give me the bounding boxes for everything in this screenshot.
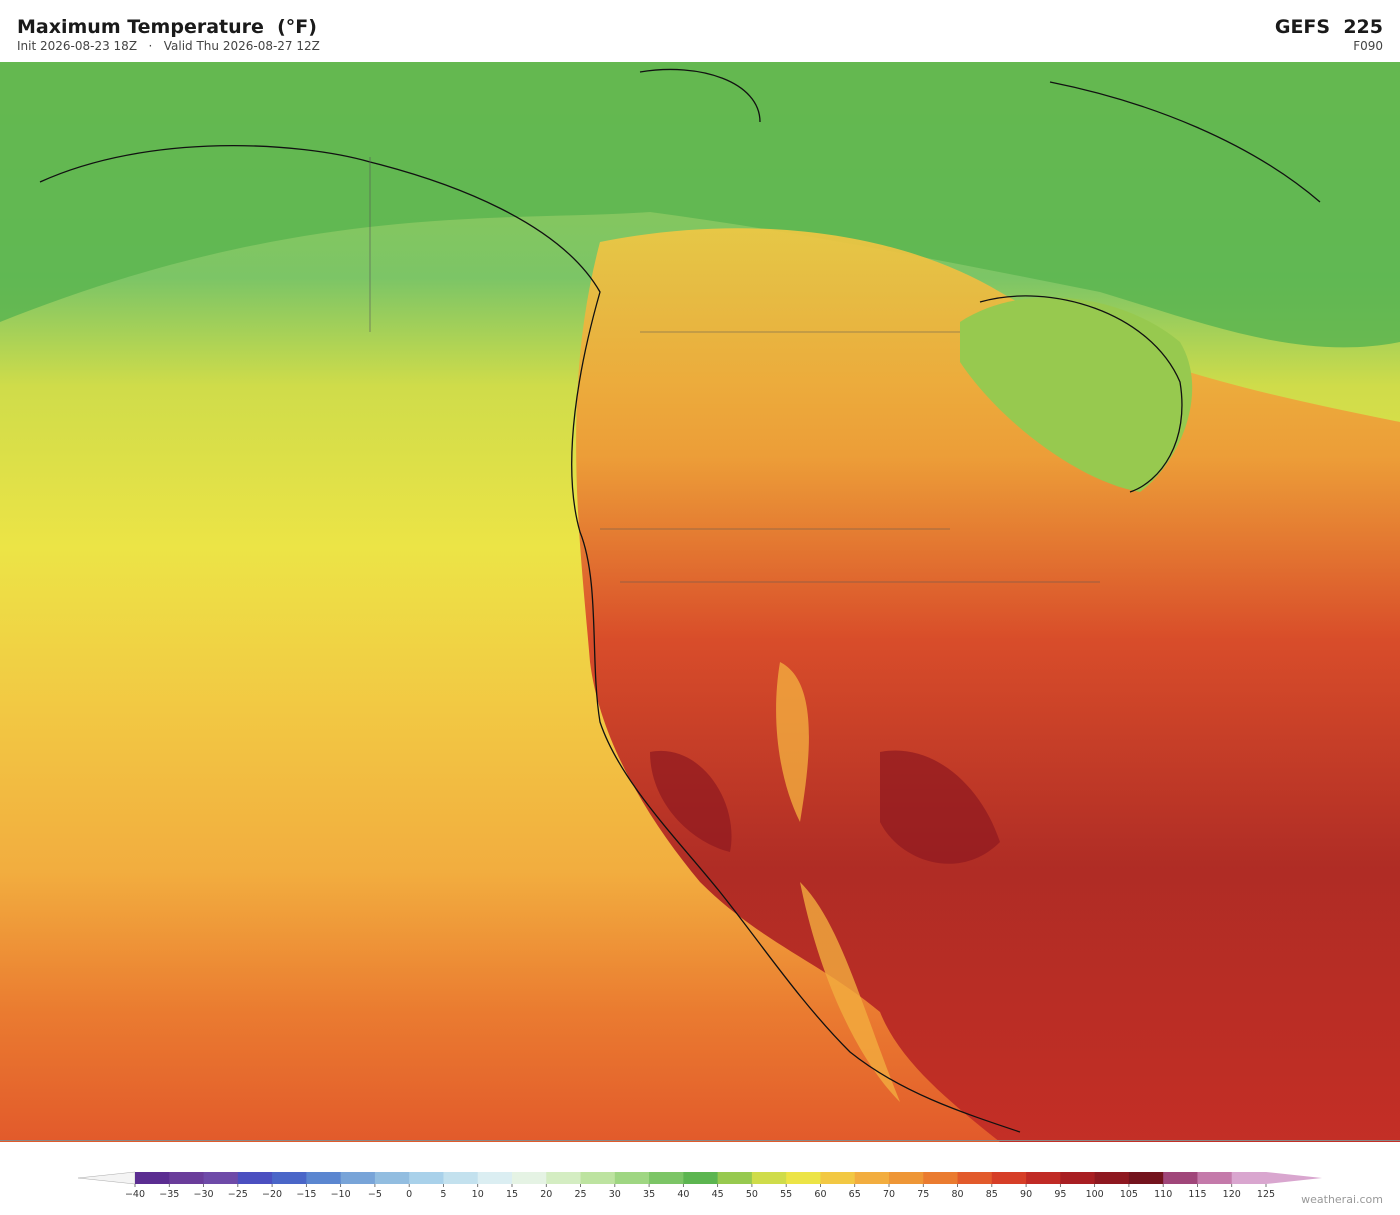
color-segment <box>889 1172 924 1184</box>
color-segment <box>169 1172 205 1184</box>
color-segment <box>854 1172 890 1184</box>
color-segment <box>820 1172 856 1184</box>
color-segment <box>546 1172 582 1184</box>
color-segment <box>786 1172 821 1184</box>
over-triangle <box>1266 1172 1322 1184</box>
tick-label: −10 <box>331 1189 351 1200</box>
tick-label: −5 <box>368 1189 382 1200</box>
color-segment <box>203 1172 239 1184</box>
tick-label: 80 <box>951 1189 963 1200</box>
tick-label: 30 <box>609 1189 621 1200</box>
tick-label: 95 <box>1054 1189 1066 1200</box>
tick-label: 5 <box>440 1189 446 1200</box>
color-segment <box>957 1172 993 1184</box>
map-border <box>0 1140 1400 1141</box>
tick-label: 85 <box>986 1189 998 1200</box>
color-segment <box>409 1172 444 1184</box>
tick-label: 120 <box>1223 1189 1241 1200</box>
color-segment <box>683 1172 719 1184</box>
color-segment <box>1231 1172 1267 1184</box>
color-segment <box>1026 1172 1061 1184</box>
tick-label: 65 <box>849 1189 861 1200</box>
tick-label: −35 <box>159 1189 179 1200</box>
subtitle: Init 2026-08-23 18Z · Valid Thu 2026-08-… <box>17 39 320 53</box>
color-segment <box>237 1172 273 1184</box>
under-triangle <box>77 1171 136 1185</box>
tick-label: 15 <box>506 1189 518 1200</box>
color-segment <box>443 1172 479 1184</box>
tick-label: −20 <box>262 1189 282 1200</box>
tick-label: 20 <box>540 1189 552 1200</box>
tick-label: 90 <box>1020 1189 1032 1200</box>
color-segment <box>1197 1172 1233 1184</box>
tick-label: 100 <box>1086 1189 1104 1200</box>
tick-label: 60 <box>814 1189 826 1200</box>
title: Maximum Temperature (°F) <box>17 16 317 38</box>
tick-label: 45 <box>712 1189 724 1200</box>
tick-label: 125 <box>1257 1189 1275 1200</box>
credit: weatherai.com <box>1301 1193 1383 1206</box>
color-segment <box>374 1172 410 1184</box>
color-segment <box>135 1172 170 1184</box>
color-segment <box>477 1172 513 1184</box>
color-segment <box>1163 1172 1198 1184</box>
tick-label: 75 <box>917 1189 929 1200</box>
tick-label: 50 <box>746 1189 758 1200</box>
land-field <box>576 228 1400 1142</box>
highland <box>776 662 900 1102</box>
color-segment <box>512 1172 547 1184</box>
color-segment <box>272 1172 307 1184</box>
tick-label: 55 <box>780 1189 792 1200</box>
color-segment <box>751 1172 787 1184</box>
tick-label: 25 <box>574 1189 586 1200</box>
color-segment <box>717 1172 753 1184</box>
color-segment <box>580 1172 616 1184</box>
coastline <box>39 68 1321 1133</box>
hudson-bay <box>960 297 1193 492</box>
color-segment <box>340 1172 376 1184</box>
tick-label: 110 <box>1154 1189 1172 1200</box>
tick-label: 40 <box>677 1189 689 1200</box>
hot-core <box>650 750 1000 864</box>
tick-label: 115 <box>1188 1189 1206 1200</box>
tick-label: 70 <box>883 1189 895 1200</box>
forecast-hour: F090 <box>1353 39 1383 53</box>
borders <box>369 157 1100 583</box>
tick-label: −40 <box>125 1189 145 1200</box>
tick-label: 0 <box>406 1189 412 1200</box>
color-segment <box>1060 1172 1096 1184</box>
color-segment <box>991 1172 1027 1184</box>
tick-label: 35 <box>643 1189 655 1200</box>
model-name: GEFS 225 <box>1274 16 1383 38</box>
color-segment <box>649 1172 684 1184</box>
map <box>0 62 1400 1142</box>
arctic-field <box>0 62 1400 348</box>
color-segment <box>614 1172 650 1184</box>
tick-label: −15 <box>296 1189 316 1200</box>
color-segment <box>923 1172 959 1184</box>
colorbar: −40 −35 −30 −25 −20 −15 −10 −5 0 5 10 15 20 25 30 35 40 4… <box>77 1171 1322 1200</box>
tick-label: −30 <box>194 1189 214 1200</box>
color-segment <box>1128 1172 1164 1184</box>
color-segment <box>1094 1172 1130 1184</box>
tick-label: 10 <box>472 1189 484 1200</box>
tick-label: 105 <box>1120 1189 1138 1200</box>
tick-label: −25 <box>228 1189 248 1200</box>
color-segment <box>306 1172 342 1184</box>
